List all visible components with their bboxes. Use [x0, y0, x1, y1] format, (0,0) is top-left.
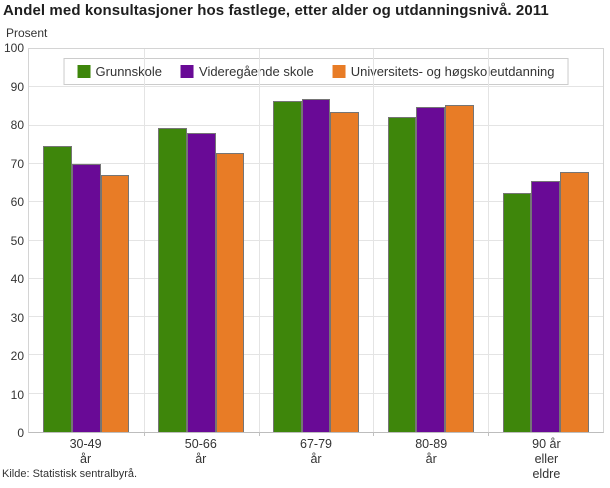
legend-label: Videregående skole — [199, 64, 314, 79]
plot-area: Grunnskole Videregående skole Universitets… — [28, 48, 604, 436]
gridline-vertical — [373, 49, 375, 432]
x-axis-category-label: 80-89 år — [415, 437, 448, 466]
bar[interactable] — [387, 116, 417, 432]
legend-swatch-icon — [332, 65, 346, 78]
x-axis-tick — [143, 432, 145, 436]
legend-item[interactable]: Grunnskole — [77, 64, 163, 79]
bar[interactable] — [72, 163, 101, 432]
x-axis-tick — [373, 432, 375, 436]
source-note: Kilde: Statistisk sentralbyrå. — [2, 468, 138, 480]
legend-label: Universitets- og høgskoleutdanning — [350, 64, 555, 79]
legend-item[interactable]: Universitets- og høgskoleutdanning — [332, 64, 555, 79]
bar[interactable] — [330, 111, 360, 432]
x-axis-tick — [488, 432, 490, 436]
legend-label: Grunnskole — [95, 64, 163, 79]
bar[interactable] — [100, 175, 130, 432]
y-axis-tick-label: 0 — [17, 426, 24, 440]
bar[interactable] — [301, 99, 331, 432]
y-axis-tick-label: 30 — [10, 310, 24, 325]
bar[interactable] — [186, 132, 216, 432]
bar[interactable] — [416, 106, 446, 432]
chart-legend: Grunnskole Videregående skole Universitets… — [63, 58, 569, 85]
x-axis-category-label: 67-79 år — [300, 437, 332, 466]
gridline-vertical — [488, 49, 490, 432]
bar[interactable] — [215, 153, 245, 432]
x-axis-category-label: 90 år eller eldre — [532, 437, 561, 481]
x-axis-tick — [258, 432, 260, 436]
y-axis-tick-label: 70 — [10, 156, 24, 171]
bar[interactable] — [559, 171, 589, 432]
y-axis-tick-label: 40 — [10, 272, 24, 286]
bar[interactable] — [158, 127, 187, 432]
bar[interactable] — [445, 104, 474, 432]
y-axis-tick-label: 10 — [10, 387, 24, 402]
y-axis-tick-label: 90 — [10, 79, 24, 94]
bar[interactable] — [531, 180, 560, 432]
y-axis-tick-label: 50 — [10, 233, 24, 248]
legend-item[interactable]: Videregående skole — [181, 64, 314, 79]
y-axis-tick-label: 20 — [10, 349, 24, 363]
bar[interactable] — [272, 101, 302, 432]
bar[interactable] — [43, 145, 73, 432]
gridline-horizontal — [29, 86, 603, 88]
bar[interactable] — [502, 193, 532, 432]
gridline-vertical — [258, 49, 260, 432]
gridline-vertical — [143, 49, 145, 432]
legend-swatch-icon — [181, 65, 195, 78]
x-axis-category-label: 30-49 år — [69, 437, 102, 466]
legend-swatch-icon — [77, 65, 91, 78]
x-axis-category-label: 50-66 år — [184, 437, 217, 466]
y-axis-tick-label: 80 — [10, 118, 24, 132]
y-axis-unit-label: Prosent — [6, 26, 48, 40]
y-axis-tick-label: 100 — [3, 41, 24, 55]
chart-title: Andel med konsultasjoner hos fastlege, e… — [3, 2, 549, 19]
y-axis-tick-label: 60 — [10, 195, 24, 209]
